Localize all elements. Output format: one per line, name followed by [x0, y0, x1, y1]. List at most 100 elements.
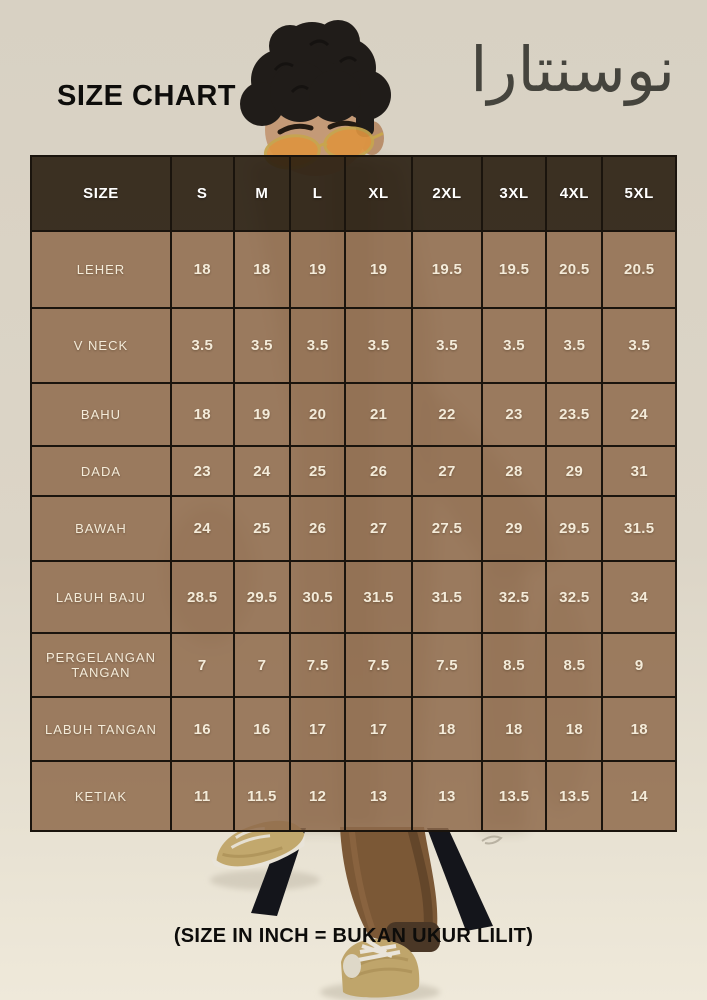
size-value-cell: 7.5 [289, 632, 347, 698]
size-value-cell: 19 [344, 230, 414, 309]
column-header: 4XL [545, 155, 604, 232]
size-value-cell: 27 [411, 445, 483, 497]
size-value-cell: 18 [169, 382, 235, 447]
size-value-cell: 13.5 [545, 760, 604, 832]
model-head [240, 20, 391, 176]
size-value-cell: 20.5 [545, 230, 604, 309]
size-value-cell: 34 [601, 560, 677, 634]
model-hair-curls [273, 39, 358, 94]
size-value-cell: 21 [344, 382, 414, 447]
size-value-cell: 27.5 [411, 495, 483, 562]
size-value-cell: 23 [480, 382, 548, 447]
size-note: (SIZE IN INCH = BUKAN UKUR LILIT) [173, 925, 534, 947]
size-value-cell: 30.5 [289, 560, 347, 634]
raised-shoe [211, 820, 305, 870]
row-label: BAWAH [30, 495, 172, 562]
row-label: LABUH TANGAN [30, 696, 172, 762]
size-value-cell: 25 [232, 495, 292, 562]
standing-shoe [341, 938, 420, 998]
table-row: BAHU 18 19 20 21 22 23 23.5 24 [30, 382, 677, 447]
size-value-cell: 9 [601, 632, 677, 698]
size-value-cell: 31.5 [411, 560, 483, 634]
size-value-cell: 17 [289, 696, 347, 762]
size-value-cell: 23.5 [545, 382, 604, 447]
size-value-cell: 24 [169, 495, 235, 562]
size-value-cell: 19.5 [480, 230, 548, 309]
column-header-size: SIZE [30, 155, 172, 232]
size-value-cell: 3.5 [601, 307, 677, 384]
size-value-cell: 22 [411, 382, 483, 447]
size-value-cell: 26 [344, 445, 414, 497]
size-value-cell: 25 [289, 445, 347, 497]
size-value-cell: 18 [480, 696, 548, 762]
size-value-cell: 12 [289, 760, 347, 832]
size-value-cell: 3.5 [411, 307, 483, 384]
size-value-cell: 3.5 [169, 307, 235, 384]
size-value-cell: 20.5 [601, 230, 677, 309]
stool-leg-right [427, 828, 493, 931]
size-value-cell: 3.5 [344, 307, 414, 384]
size-value-cell: 24 [601, 382, 677, 447]
table-row: LEHER 18 18 19 19 19.5 19.5 20.5 20.5 [30, 230, 677, 309]
size-value-cell: 13 [411, 760, 483, 832]
size-value-cell: 16 [232, 696, 292, 762]
size-chart-table: SIZE S M L XL 2XL 3XL 4XL 5XL LEHER 18 18 19 19 19.5 1… [30, 155, 677, 832]
row-label: PERGELANGAN TANGAN [30, 632, 172, 698]
size-value-cell: 7 [169, 632, 235, 698]
column-header: 5XL [601, 155, 677, 232]
size-value-cell: 27 [344, 495, 414, 562]
size-value-cell: 23 [169, 445, 235, 497]
size-value-cell: 17 [344, 696, 414, 762]
size-value-cell: 32.5 [545, 560, 604, 634]
size-value-cell: 18 [232, 230, 292, 309]
size-value-cell: 3.5 [232, 307, 292, 384]
size-value-cell: 13 [344, 760, 414, 832]
table-row: BAWAH 24 25 26 27 27.5 29 29.5 31.5 [30, 495, 677, 562]
table-header-row: SIZE S M L XL 2XL 3XL 4XL 5XL [30, 155, 677, 232]
size-value-cell: 19.5 [411, 230, 483, 309]
table-row: V NECK 3.5 3.5 3.5 3.5 3.5 3.5 3.5 3.5 [30, 307, 677, 384]
size-value-cell: 14 [601, 760, 677, 832]
size-value-cell: 31.5 [601, 495, 677, 562]
size-value-cell: 18 [545, 696, 604, 762]
column-header: 3XL [480, 155, 548, 232]
size-value-cell: 3.5 [289, 307, 347, 384]
brand-jawi-text: نوسنتارا [470, 33, 675, 106]
size-value-cell: 29 [545, 445, 604, 497]
size-value-cell: 8.5 [480, 632, 548, 698]
column-header: S [169, 155, 235, 232]
row-label: V NECK [30, 307, 172, 384]
size-value-cell: 8.5 [545, 632, 604, 698]
size-value-cell: 18 [411, 696, 483, 762]
floor-mark [481, 835, 503, 845]
size-value-cell: 29.5 [545, 495, 604, 562]
size-value-cell: 13.5 [480, 760, 548, 832]
column-header: L [289, 155, 347, 232]
size-value-cell: 18 [601, 696, 677, 762]
size-value-cell: 31 [601, 445, 677, 497]
size-value-cell: 19 [289, 230, 347, 309]
row-label: LEHER [30, 230, 172, 309]
size-value-cell: 3.5 [545, 307, 604, 384]
row-label: BAHU [30, 382, 172, 447]
table-row: LABUH TANGAN 16 16 17 17 18 18 18 18 [30, 696, 677, 762]
table-row: DADA 23 24 25 26 27 28 29 31 [30, 445, 677, 497]
row-label: LABUH BAJU [30, 560, 172, 634]
size-value-cell: 11.5 [232, 760, 292, 832]
size-value-cell: 29.5 [232, 560, 292, 634]
size-value-cell: 26 [289, 495, 347, 562]
size-value-cell: 3.5 [480, 307, 548, 384]
table-body: LEHER 18 18 19 19 19.5 19.5 20.5 20.5 V NECK 3.5 3.… [30, 230, 677, 832]
size-value-cell: 11 [169, 760, 235, 832]
model-hair [240, 20, 391, 137]
size-value-cell: 24 [232, 445, 292, 497]
row-label: DADA [30, 445, 172, 497]
size-value-cell: 28.5 [169, 560, 235, 634]
model-lower-body [210, 820, 503, 1000]
size-value-cell: 18 [169, 230, 235, 309]
size-value-cell: 7.5 [411, 632, 483, 698]
model-eyebrows [277, 120, 361, 135]
size-value-cell: 7 [232, 632, 292, 698]
page-title: SIZE CHART [57, 80, 236, 112]
